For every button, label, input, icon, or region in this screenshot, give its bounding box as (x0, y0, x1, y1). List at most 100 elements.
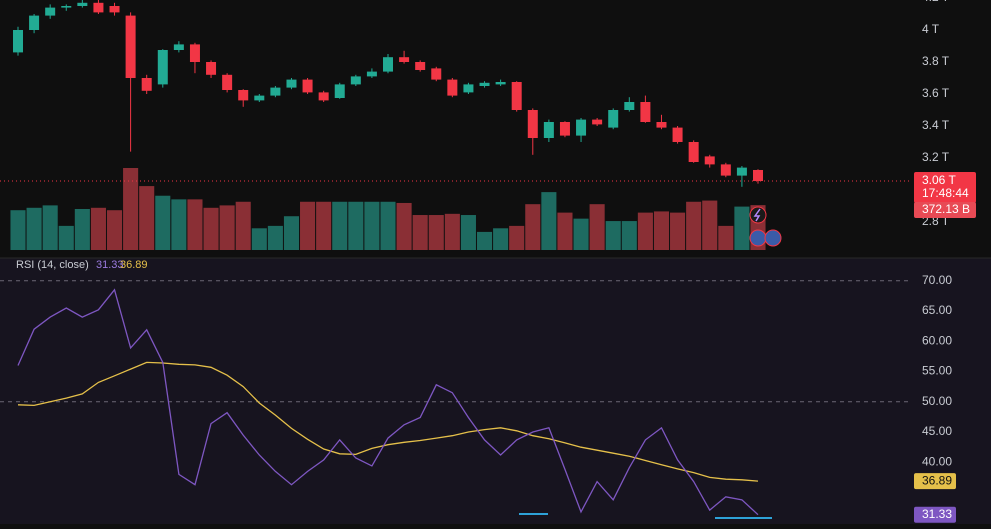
candle-body (672, 127, 683, 142)
candle-body (302, 79, 313, 93)
volume-bar (139, 186, 155, 250)
y-tick-label: 55.00 (922, 364, 952, 378)
candle-body (479, 82, 490, 86)
volume-bar (637, 212, 653, 250)
candle-body (77, 2, 88, 6)
last-volume-label: 372.13 B (922, 202, 970, 216)
volume-bar (364, 201, 380, 250)
volume-bar (26, 207, 42, 250)
flag-icon[interactable] (749, 229, 767, 247)
volume-bar (605, 221, 621, 250)
volume-bar (219, 205, 235, 250)
candle-body (495, 82, 506, 85)
last-price-label: 3.06 T (922, 173, 956, 187)
y-tick-label: 65.00 (922, 303, 952, 317)
y-tick-label: 3.8 T (922, 54, 950, 68)
volume-bar (106, 210, 123, 250)
volume-bar (155, 195, 171, 250)
volume-bar (300, 201, 316, 250)
volume-bar (686, 201, 702, 250)
volume-bar (380, 201, 396, 250)
candle-body (624, 102, 635, 110)
candle-body (45, 7, 56, 16)
volume-bar (123, 168, 139, 250)
volume-bar (428, 215, 444, 250)
candle-body (173, 44, 184, 50)
candle-body (238, 90, 249, 101)
last-volume-badge (914, 202, 976, 219)
event-icon[interactable] (749, 206, 767, 224)
y-tick-label: 4 T (922, 22, 940, 36)
volume-bar (203, 207, 219, 250)
candle-body (61, 6, 72, 8)
volume-bar (702, 200, 718, 250)
candle-body (447, 79, 458, 96)
candle-body (109, 6, 120, 13)
y-tick-label: 3.6 T (922, 86, 950, 100)
candle-body (576, 119, 587, 136)
plot-layer: 4.2 T4 T3.8 T3.6 T3.4 T3.2 T2.8 T3.06 T1… (0, 0, 976, 523)
volume-bar (348, 201, 364, 250)
last-price-badge (914, 172, 976, 204)
volume-bar (332, 201, 348, 250)
candle-body (431, 68, 442, 80)
y-tick-label: 40.00 (922, 454, 952, 468)
volume-bar (90, 207, 106, 250)
volume-bar (283, 216, 300, 250)
volume-bar (316, 201, 332, 250)
volume-bar (493, 228, 509, 250)
volume-bar (235, 201, 251, 250)
volume-bar (653, 211, 670, 250)
y-tick-label: 45.00 (922, 424, 952, 438)
candle-body (736, 167, 747, 176)
countdown-label: 17:48:44 (922, 186, 969, 200)
volume-bar (251, 228, 267, 250)
candle-body (270, 87, 281, 96)
volume-bar (621, 221, 637, 250)
volume-bar (10, 210, 26, 250)
candle-body (463, 84, 474, 93)
candle-body (559, 122, 570, 136)
volume-bar (541, 192, 557, 250)
candle-body (704, 156, 715, 165)
lightning-icon (753, 208, 761, 222)
y-tick-label: 70.00 (922, 273, 952, 287)
candle-body (608, 110, 619, 128)
volume-bar (509, 225, 525, 250)
candle-body (720, 164, 731, 176)
volume-bar (267, 225, 283, 250)
candle-body (527, 110, 538, 138)
series-line (17, 288, 759, 516)
volume-bar (58, 225, 74, 250)
volume-bar (74, 209, 90, 250)
volume-bar (718, 225, 734, 250)
volume-bar (734, 206, 750, 250)
candle-body (383, 57, 393, 72)
candle-body (366, 71, 377, 77)
candle-body (13, 30, 23, 53)
value-badge (914, 473, 956, 490)
volume-bar (444, 213, 460, 250)
candle-body (511, 82, 522, 110)
flag-icon[interactable] (764, 229, 782, 247)
y-tick-label: 4.2 T (922, 0, 950, 4)
candle-body (286, 79, 297, 88)
volume-bar (573, 218, 589, 250)
volume-bar (525, 204, 541, 250)
rsi-ma-legend-value: 36.89 (120, 259, 148, 271)
y-tick-label: 3.2 T (922, 150, 950, 164)
candle-body (29, 15, 40, 30)
candle-body (206, 62, 217, 75)
candle-body (640, 102, 651, 122)
candle-body (753, 170, 763, 182)
candle-body (415, 62, 426, 70)
y-tick-label: 50.00 (922, 394, 952, 408)
rsi-title: RSI (14, close) (16, 259, 89, 271)
y-tick-label: 3.4 T (922, 118, 950, 132)
candle-body (543, 122, 554, 138)
volume-bar (557, 212, 573, 250)
candle-body (688, 142, 699, 162)
candle-body (399, 57, 410, 62)
